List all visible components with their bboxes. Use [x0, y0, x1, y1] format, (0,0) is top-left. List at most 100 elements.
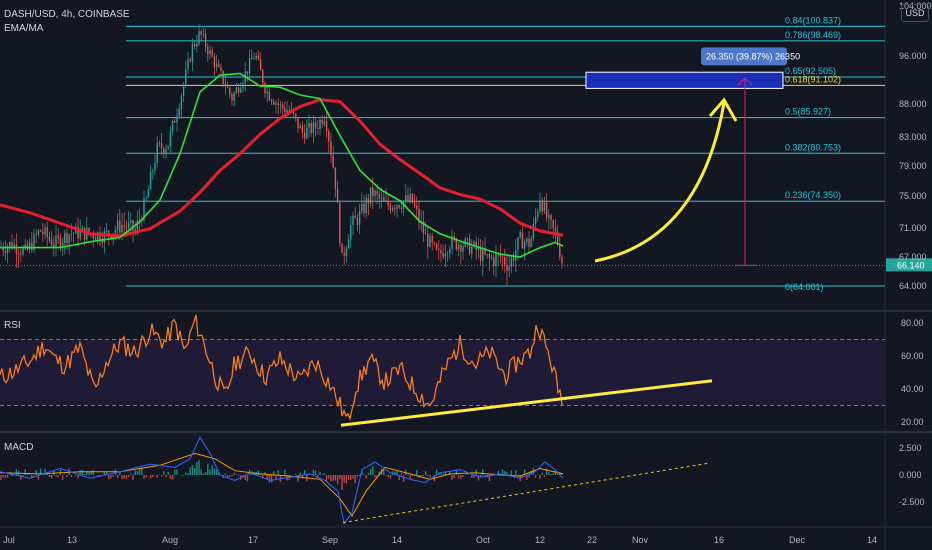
candle-body [4, 250, 7, 253]
candle-body [262, 70, 264, 84]
candle-body [125, 226, 128, 229]
candle-body [193, 44, 196, 47]
candle-body [174, 120, 176, 123]
fib-level-label: 0.5(85.927) [785, 107, 831, 117]
price-tick-label: 104.000 [899, 1, 932, 11]
candle-body [506, 264, 508, 271]
macd-histogram-bar [468, 474, 471, 475]
candle-body [488, 254, 491, 258]
candle-body [468, 238, 471, 254]
candle-body [427, 233, 429, 247]
candle-body [416, 205, 418, 210]
time-tick-label: Dec [789, 535, 806, 545]
candle-body [339, 202, 341, 244]
candle-body [543, 202, 546, 212]
candle-body [160, 142, 163, 149]
candle-body [57, 235, 59, 238]
candle-body [196, 43, 198, 47]
macd-histogram-bar [400, 472, 403, 475]
indicator-label[interactable]: EMA/MA [4, 23, 44, 34]
macd-histogram-bar [297, 475, 299, 482]
candle-body [50, 239, 53, 246]
candle-body [255, 55, 257, 59]
macd-histogram-bar [196, 461, 198, 475]
macd-histogram-bar [6, 475, 9, 478]
macd-histogram-bar [330, 475, 332, 482]
candle-body [556, 231, 559, 245]
candle-body [407, 195, 409, 202]
candle-body [424, 233, 427, 235]
candle-body [385, 200, 387, 202]
rsi-trendline [340, 379, 713, 427]
candle-body [438, 249, 440, 251]
candle-body [154, 162, 156, 171]
candle-body [83, 227, 86, 240]
candle-body [312, 122, 315, 134]
macd-histogram-bar [268, 475, 271, 483]
candle-body [537, 211, 539, 218]
macd-histogram-bar [319, 471, 321, 475]
macd-histogram-bar [229, 475, 231, 477]
candle-body [253, 58, 255, 60]
ema-line [0, 72, 564, 258]
candle-body [218, 63, 220, 67]
macd-histogram-bar [545, 468, 548, 475]
candle-body [79, 230, 81, 239]
macd-histogram-bar [321, 473, 323, 475]
candle-body [328, 131, 330, 142]
candle-body [422, 221, 425, 234]
candle-body [182, 84, 185, 96]
candle-body [55, 235, 57, 247]
candle-body [387, 200, 389, 206]
macd-histogram-bar [0, 475, 2, 481]
candle-body [101, 240, 103, 243]
time-tick-label: Oct [476, 535, 491, 545]
candle-body [13, 244, 15, 249]
candle-body [147, 189, 150, 198]
macd-histogram-bar [28, 474, 31, 475]
macd-histogram-bar [361, 471, 363, 475]
candle-body [22, 248, 24, 255]
candle-body [501, 256, 504, 258]
macd-histogram-bar [475, 469, 477, 475]
macd-histogram-bar [365, 475, 367, 479]
time-tick-label: 14 [392, 535, 402, 545]
macd-histogram-bar [176, 469, 178, 475]
candle-body [121, 224, 123, 233]
macd-histogram-bar [231, 475, 233, 477]
candle-body [493, 257, 495, 266]
macd-histogram-bar [471, 475, 473, 478]
macd-histogram-bar [411, 475, 414, 476]
candle-body [499, 253, 502, 257]
candle-body [70, 233, 73, 235]
time-tick-label: 22 [587, 535, 597, 545]
candle-body [97, 232, 99, 240]
candle-body [2, 247, 4, 251]
rsi-band [0, 339, 885, 406]
macd-histogram-bar [275, 475, 277, 479]
candle-body [66, 233, 68, 244]
candle-body [31, 242, 33, 251]
candle-body [295, 113, 297, 118]
candle-body [358, 211, 361, 225]
candle-body [277, 103, 279, 106]
macd-histogram-bar [501, 469, 504, 475]
candle-body [534, 217, 537, 225]
macd-histogram-bar [4, 475, 7, 478]
candle-body [396, 205, 398, 209]
candle-body [281, 104, 284, 109]
macd-histogram-bar [444, 471, 447, 475]
candle-body [143, 198, 145, 221]
candle-body [273, 101, 275, 105]
candle-body [334, 167, 337, 189]
candle-body [554, 228, 557, 232]
candle-body [484, 248, 486, 255]
macd-histogram-bar [449, 471, 451, 475]
measure-tooltip-label: 26.350 (39.87%) 26350 [706, 51, 800, 61]
macd-histogram-bar [442, 473, 444, 475]
candle-body [251, 58, 253, 60]
macd-histogram-bar [167, 471, 169, 475]
currency-badge[interactable]: USD [901, 4, 929, 22]
macd-histogram-bar [108, 475, 110, 480]
